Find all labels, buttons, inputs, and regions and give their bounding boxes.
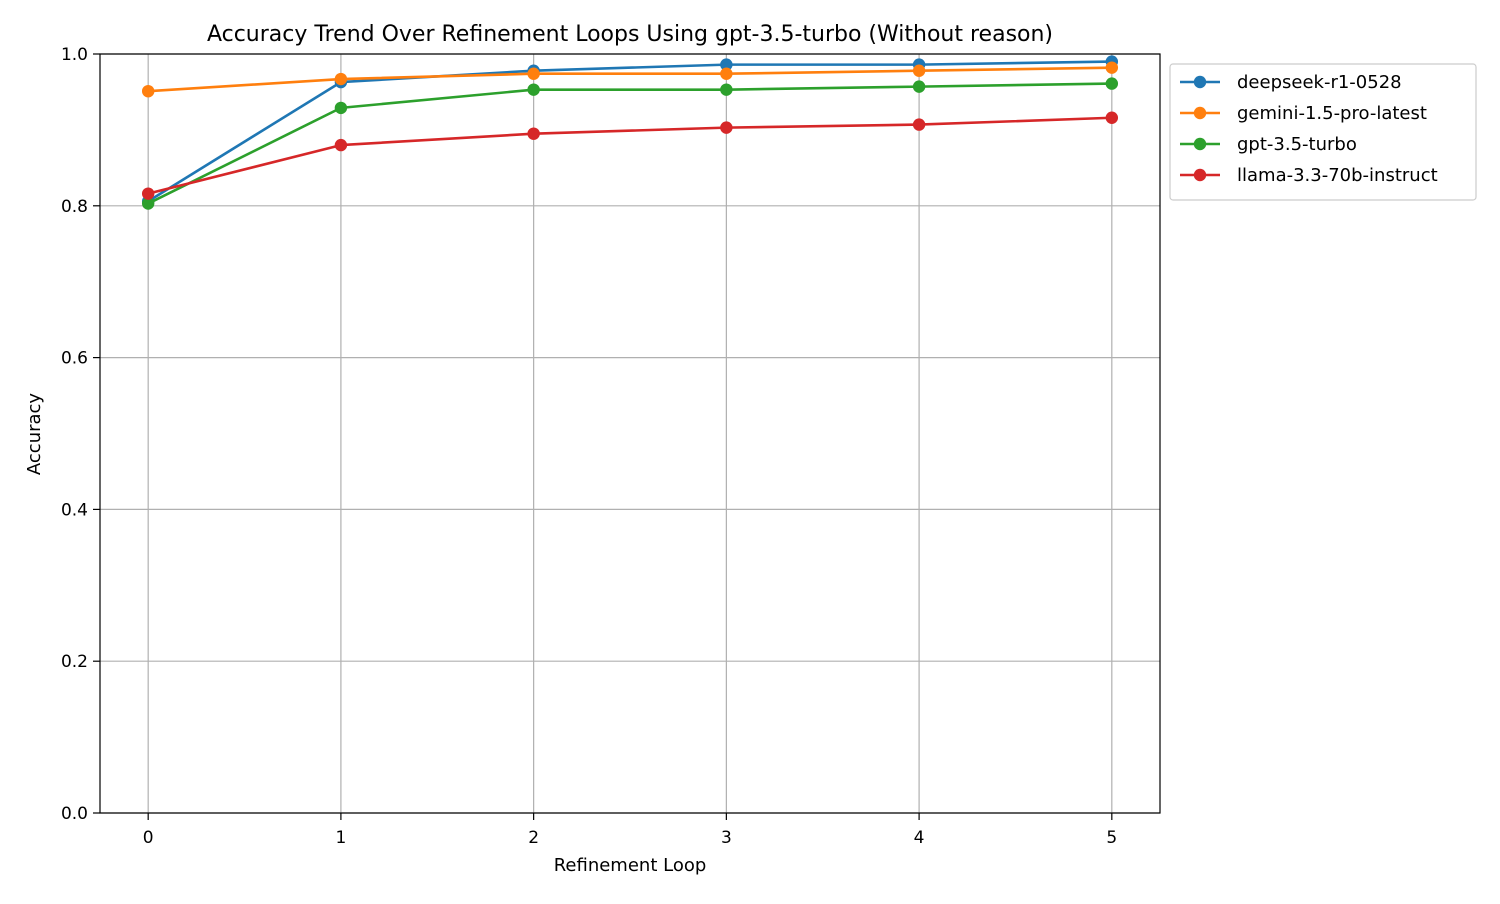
legend-label: deepseek-r1-0528: [1237, 72, 1402, 93]
x-tick-label: 3: [721, 828, 732, 848]
series-line: [147, 60, 1112, 203]
y-tick-label: 0.0: [61, 804, 88, 824]
data-point: [720, 83, 733, 96]
legend-label: gpt-3.5-turbo: [1237, 134, 1357, 155]
y-axis-label: Accuracy: [24, 393, 45, 476]
data-point: [1105, 77, 1119, 90]
legend-marker: [1193, 75, 1207, 89]
plot-frame: [99, 53, 1161, 814]
grid-lines: [100, 53, 1160, 814]
series-gemini-1.5-pro-latest: [141, 61, 1119, 98]
data-point: [334, 72, 348, 86]
legend: deepseek-r1-0528 gemini-1.5-pro-latest gpt…: [1169, 63, 1477, 201]
x-tick-label: 1: [335, 828, 346, 848]
data-point: [527, 127, 540, 140]
y-tick-label: 0.4: [61, 500, 88, 520]
legend-box: [1169, 63, 1477, 201]
data-point: [141, 197, 155, 210]
data-point: [141, 84, 155, 98]
y-tick-label: 1.0: [61, 45, 88, 65]
data-point: [334, 101, 348, 115]
data-point: [720, 121, 733, 134]
legend-label: llama-3.3-70b-instruct: [1237, 165, 1438, 186]
data-point: [141, 187, 155, 200]
legend-marker: [1193, 137, 1207, 151]
series-layer: [141, 55, 1119, 210]
data-point: [527, 83, 540, 96]
legend-marker: [1193, 106, 1207, 120]
series-line: [148, 66, 1112, 93]
series-llama-3.3-70b-instruct: [141, 111, 1119, 200]
axis-ticks: 0 1 2 3 4 5 0.0 0.2 0.4 0.6 0.8 1.0: [61, 45, 1117, 848]
y-tick-label: 0.6: [61, 349, 88, 369]
data-point: [720, 67, 733, 80]
data-point: [912, 80, 926, 93]
x-tick-label: 5: [1106, 828, 1117, 848]
x-axis-label: Refinement Loop: [554, 855, 707, 876]
data-point: [1105, 61, 1119, 74]
series-gpt-3.5-turbo: [141, 77, 1119, 210]
x-tick-label: 0: [143, 828, 154, 848]
data-point: [334, 138, 348, 152]
data-point: [912, 64, 926, 77]
series-line: [147, 82, 1112, 205]
chart-title: Accuracy Trend Over Refinement Loops Usi…: [207, 22, 1053, 47]
legend-label: gemini-1.5-pro-latest: [1237, 103, 1427, 124]
data-point: [720, 58, 733, 71]
data-point: [527, 67, 540, 80]
legend-marker: [1193, 168, 1207, 182]
y-tick-label: 0.2: [61, 652, 88, 672]
x-tick-label: 2: [528, 828, 539, 848]
y-tick-label: 0.8: [61, 197, 88, 217]
series-line: [147, 116, 1112, 195]
x-tick-label: 4: [914, 828, 925, 848]
data-point: [912, 118, 926, 131]
data-point: [1105, 111, 1119, 124]
